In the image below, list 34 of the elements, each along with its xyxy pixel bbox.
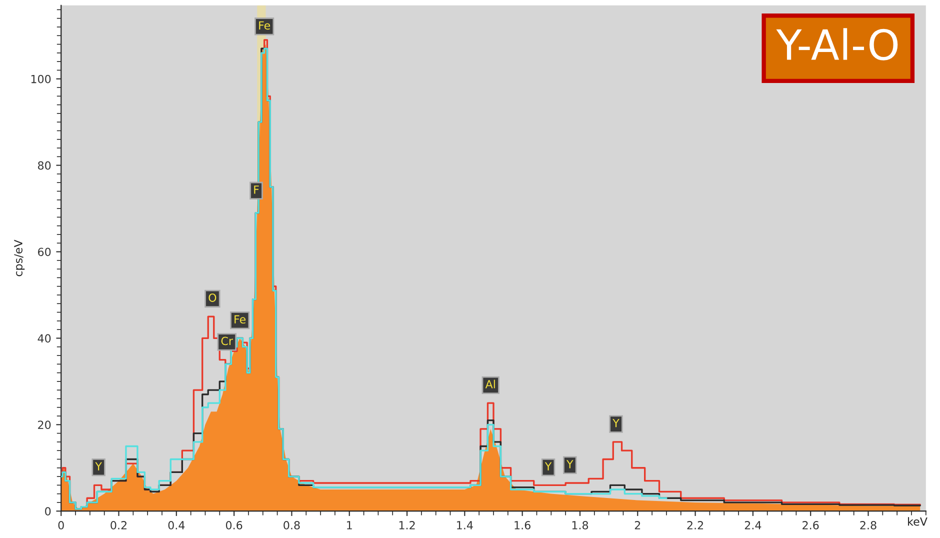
x-tick-label: 2: [634, 521, 640, 530]
y-axis-title: cps/eV: [14, 240, 25, 276]
y-tick-label: 60: [38, 248, 51, 256]
annotation: O: [208, 294, 216, 302]
x-tick-label: 1.4: [457, 521, 473, 530]
x-tick-label: 2.6: [802, 521, 819, 530]
annotation: Cr: [221, 336, 234, 346]
x-tick-label: 2.2: [687, 521, 704, 530]
x-tick-label: 1.6: [514, 521, 530, 530]
y-tick-label: 40: [38, 334, 51, 343]
annotation: Y: [95, 462, 102, 470]
y-tick-label: 20: [38, 420, 51, 430]
x-axis-title: keV: [908, 517, 928, 526]
x-tick-label: 0.8: [284, 521, 300, 530]
y-tick-label: 80: [38, 161, 51, 170]
annotation: Y: [566, 460, 574, 468]
x-tick-label: 0.4: [168, 521, 185, 530]
x-tick-label: 0: [58, 521, 64, 530]
x-tick-label: 1.2: [399, 521, 415, 530]
x-tick-label: 1.8: [572, 521, 588, 530]
y-tick-label: 100: [31, 74, 51, 84]
annotation: Y: [612, 419, 620, 428]
x-tick-label: 2.4: [744, 521, 762, 530]
annotation: Fe: [234, 315, 246, 324]
annotation: F: [254, 186, 259, 194]
x-tick-label: 0.6: [226, 521, 242, 530]
x-tick-label: 1: [347, 521, 352, 530]
annotation: Al: [485, 380, 495, 388]
annotation: Fe: [259, 21, 270, 30]
annotation: Y-Al-O: [776, 28, 898, 60]
y-tick-label: 0: [45, 507, 51, 516]
annotation: Y: [544, 462, 552, 470]
x-tick-label: 0.2: [110, 521, 126, 530]
x-tick-label: 2.8: [860, 521, 876, 530]
